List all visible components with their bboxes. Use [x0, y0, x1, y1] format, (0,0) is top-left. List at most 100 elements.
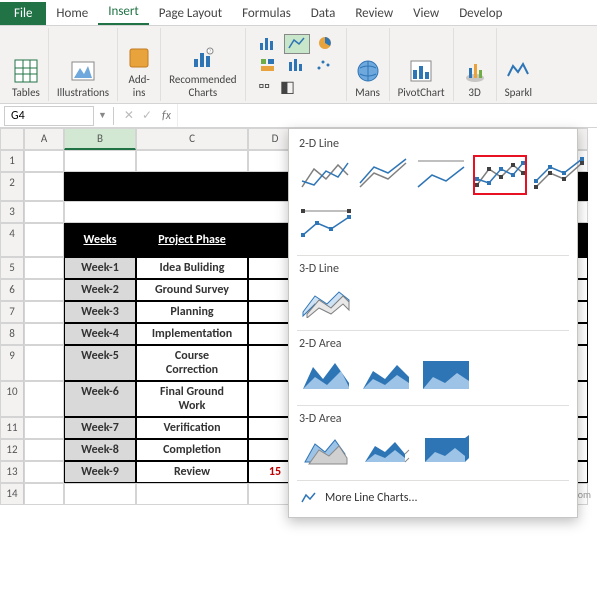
rowhdr-8[interactable]: 8	[0, 323, 24, 345]
tab-home[interactable]: Home	[46, 2, 98, 25]
rowhdr-1[interactable]: 1	[0, 150, 24, 172]
chart-100-stacked-line[interactable]	[415, 155, 467, 195]
rowhdr-6[interactable]: 6	[0, 279, 24, 301]
select-all-corner[interactable]	[0, 128, 24, 150]
week-cell[interactable]: Week-6	[64, 381, 136, 417]
group-3d-map[interactable]: 3D	[454, 28, 497, 101]
cell[interactable]	[24, 345, 64, 381]
more-line-charts[interactable]: More Line Charts...	[289, 483, 577, 513]
week-cell[interactable]: Week-3	[64, 301, 136, 323]
group-tables[interactable]: Tables	[4, 28, 49, 101]
scatter-chart-icon[interactable]	[312, 56, 336, 74]
rowhdr-4[interactable]: 4	[0, 223, 24, 257]
tab-formulas[interactable]: Formulas	[232, 2, 301, 25]
chart-stacked-line[interactable]	[357, 155, 409, 195]
waterfall-chart-icon[interactable]: ▫▫	[256, 76, 273, 98]
file-tab[interactable]: File	[0, 2, 46, 25]
week-cell[interactable]: Week-2	[64, 279, 136, 301]
cell[interactable]	[24, 223, 64, 257]
pie-chart-icon[interactable]	[314, 34, 336, 54]
cell[interactable]	[24, 323, 64, 345]
statistic-chart-icon[interactable]	[284, 56, 308, 74]
chart-line[interactable]	[299, 155, 351, 195]
line-chart-icon[interactable]	[284, 34, 310, 54]
tab-review[interactable]: Review	[345, 2, 403, 25]
phase-cell[interactable]: Implementation	[136, 323, 248, 345]
tab-data[interactable]: Data	[301, 2, 346, 25]
group-addins[interactable]: Add- ins	[118, 28, 161, 101]
chart-3d-stacked-area[interactable]	[359, 430, 413, 470]
cell[interactable]	[24, 279, 64, 301]
name-box-dropdown[interactable]: ▼	[98, 110, 107, 121]
phase-cell[interactable]: Verification	[136, 417, 248, 439]
cell[interactable]	[24, 150, 64, 172]
chart-3d-100-stacked-area[interactable]	[419, 430, 473, 470]
colhdr-C[interactable]: C	[136, 128, 248, 150]
group-illustrations[interactable]: Illustrations	[49, 28, 118, 101]
week-cell[interactable]: Week-5	[64, 345, 136, 381]
week-cell[interactable]: Week-4	[64, 323, 136, 345]
cell[interactable]	[64, 150, 136, 172]
hdr-weeks[interactable]: Weeks	[64, 223, 136, 257]
week-cell[interactable]: Week-1	[64, 257, 136, 279]
phase-cell[interactable]: Planning	[136, 301, 248, 323]
rowhdr-2[interactable]: 2	[0, 172, 24, 201]
colhdr-A[interactable]: A	[24, 128, 64, 150]
name-box[interactable]	[4, 106, 94, 126]
cell[interactable]	[24, 381, 64, 417]
cancel-icon[interactable]: ✕	[124, 108, 134, 123]
cell[interactable]	[24, 439, 64, 461]
cell[interactable]	[136, 150, 248, 172]
cell[interactable]	[24, 172, 64, 201]
hierarchy-chart-icon[interactable]	[256, 56, 280, 74]
cell[interactable]	[136, 483, 248, 505]
cell[interactable]	[64, 483, 136, 505]
rowhdr-11[interactable]: 11	[0, 417, 24, 439]
chart-stacked-line-markers[interactable]	[533, 155, 585, 195]
rowhdr-10[interactable]: 10	[0, 381, 24, 417]
cell[interactable]	[24, 483, 64, 505]
rowhdr-5[interactable]: 5	[0, 257, 24, 279]
chart-100-stacked-line-markers[interactable]	[299, 205, 353, 245]
week-cell[interactable]: Week-9	[64, 461, 136, 483]
combo-chart-icon[interactable]: ◧	[277, 76, 298, 98]
hdr-phase[interactable]: Project Phase	[136, 223, 248, 257]
chart-stacked-area[interactable]	[359, 355, 413, 395]
rowhdr-9[interactable]: 9	[0, 345, 24, 381]
chart-100-stacked-area[interactable]	[419, 355, 473, 395]
chart-line-markers[interactable]	[473, 155, 527, 195]
group-sparklines[interactable]: Sparkl	[497, 28, 540, 101]
rowhdr-3[interactable]: 3	[0, 201, 24, 223]
cell[interactable]	[24, 417, 64, 439]
rowhdr-13[interactable]: 13	[0, 461, 24, 483]
phase-cell[interactable]: Course Correction	[136, 345, 248, 381]
week-cell[interactable]: Week-8	[64, 439, 136, 461]
chart-area[interactable]	[299, 355, 353, 395]
tab-page-layout[interactable]: Page Layout	[149, 2, 232, 25]
chart-3d-area[interactable]	[299, 430, 353, 470]
group-pivotchart[interactable]: PivotChart	[390, 28, 454, 101]
group-maps[interactable]: Mans	[347, 28, 390, 101]
phase-cell[interactable]: Ground Survey	[136, 279, 248, 301]
tab-developer[interactable]: Develop	[449, 2, 512, 25]
cell[interactable]	[24, 461, 64, 483]
tab-insert[interactable]: Insert	[98, 0, 149, 25]
phase-cell[interactable]: Completion	[136, 439, 248, 461]
column-chart-icon[interactable]	[256, 34, 280, 54]
group-recommended-charts[interactable]: ? Recommended Charts	[161, 28, 245, 101]
fx-icon[interactable]: fx	[162, 109, 171, 123]
cell[interactable]	[24, 201, 64, 223]
chart-3d-line[interactable]	[299, 280, 353, 320]
rowhdr-14[interactable]: 14	[0, 483, 24, 505]
tab-view[interactable]: View	[403, 2, 449, 25]
cell[interactable]	[24, 301, 64, 323]
week-cell[interactable]: Week-7	[64, 417, 136, 439]
rowhdr-12[interactable]: 12	[0, 439, 24, 461]
phase-cell[interactable]: Review	[136, 461, 248, 483]
rowhdr-7[interactable]: 7	[0, 301, 24, 323]
enter-icon[interactable]: ✓	[142, 108, 152, 123]
colhdr-B[interactable]: B	[64, 128, 136, 150]
cell[interactable]	[24, 257, 64, 279]
phase-cell[interactable]: Idea Buliding	[136, 257, 248, 279]
phase-cell[interactable]: Final Ground Work	[136, 381, 248, 417]
